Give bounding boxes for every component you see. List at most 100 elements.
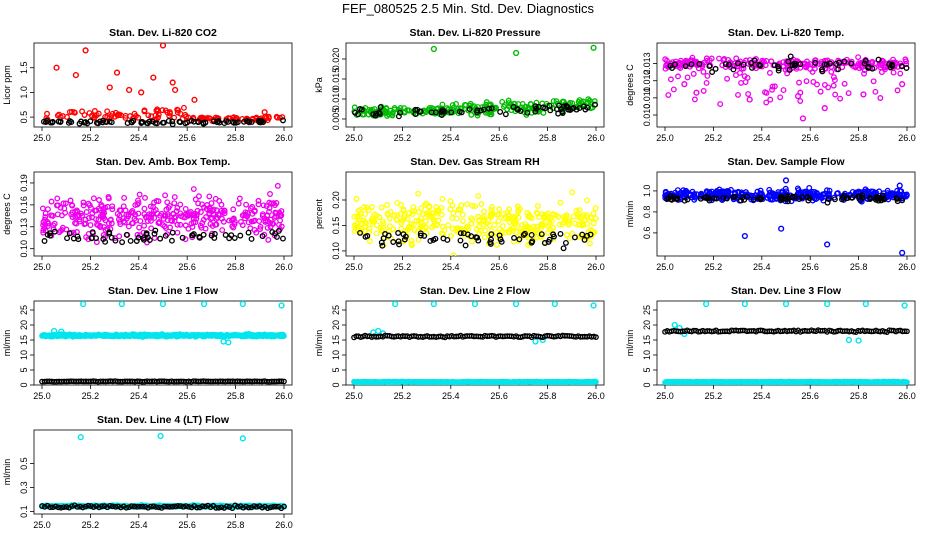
data-point (273, 234, 280, 240)
data-point (152, 206, 159, 213)
data-point (845, 90, 852, 97)
data-point (510, 213, 517, 220)
data-point (408, 221, 415, 227)
data-point (47, 504, 54, 511)
data-point (532, 103, 539, 110)
data-point (119, 239, 126, 246)
y-tick-label: 0.010 (642, 104, 652, 127)
data-point (833, 60, 840, 67)
data-point (117, 207, 124, 214)
data-point (151, 214, 158, 221)
data-point (230, 206, 237, 213)
data-point (272, 213, 279, 220)
data-point (489, 204, 495, 210)
data-point (786, 66, 793, 73)
data-point (903, 58, 909, 65)
data-point (358, 220, 365, 227)
x-tick-label: 25.2 (82, 133, 100, 143)
data-point (196, 193, 202, 200)
data-point (481, 221, 487, 228)
x-tick-label: 25.2 (705, 391, 723, 401)
data-point (430, 237, 437, 243)
data-point (795, 189, 802, 196)
data-point (563, 102, 570, 109)
data-point (390, 239, 397, 245)
outlier-point (126, 86, 133, 94)
data-point (270, 504, 276, 510)
data-point (224, 503, 230, 510)
data-point (98, 503, 105, 510)
data-point (878, 195, 885, 202)
data-point (153, 198, 160, 204)
data-point (734, 60, 741, 67)
series-black (351, 332, 599, 341)
data-point (206, 193, 213, 200)
data-point (880, 58, 887, 65)
data-point (57, 227, 64, 234)
x-tick-label: 25.2 (394, 133, 412, 143)
data-point (169, 503, 176, 510)
outlier-point (50, 327, 58, 335)
outlier-point (261, 109, 268, 116)
data-point (444, 237, 451, 243)
data-point (69, 503, 75, 510)
outlier-point (899, 81, 906, 88)
data-point (689, 54, 696, 61)
x-tick-label: 25.8 (539, 391, 557, 401)
data-point (145, 112, 152, 119)
data-point (859, 192, 866, 198)
data-point (855, 60, 862, 67)
data-point (277, 217, 284, 224)
data-point (109, 503, 116, 510)
data-point (169, 121, 176, 127)
data-point (875, 56, 882, 63)
points-layer (351, 189, 599, 256)
data-point (703, 80, 710, 86)
x-tick-label: 26.0 (275, 262, 293, 272)
x-tick-label: 25.6 (801, 262, 819, 272)
chart-panel-3: Stan. Dev. Li-820 Temp. 25.0 25.2 25.4 25.6 2… (625, 27, 916, 143)
y-tick-label: 0 (19, 382, 29, 387)
data-point (63, 504, 70, 510)
data-point (147, 503, 154, 510)
data-point (41, 504, 48, 510)
data-point (533, 209, 540, 216)
data-point (251, 217, 258, 224)
data-point (168, 217, 175, 224)
data-point (68, 119, 75, 126)
data-point (806, 184, 813, 191)
page-title: FEF_080525 2.5 Min. Std. Dev. Diagnostic… (342, 1, 594, 16)
data-point (511, 100, 518, 107)
outlier-point (278, 302, 285, 309)
outlier-point (82, 47, 89, 54)
data-point (195, 118, 202, 125)
data-point (72, 208, 79, 215)
chart-panel-9: Stan. Dev. Line 3 Flow 25.0 25.2 25.4 25.6 25… (625, 285, 916, 401)
outlier-point (676, 324, 683, 332)
y-tick-label: 0.1 (19, 505, 29, 518)
data-point (366, 225, 373, 232)
data-point (162, 107, 169, 114)
data-point (431, 222, 438, 229)
outlier-point (430, 301, 437, 308)
data-point (281, 333, 287, 340)
data-point (231, 221, 238, 228)
data-point (495, 218, 502, 225)
points-layer (40, 43, 286, 127)
y-axis-label: Licor ppm (2, 65, 12, 105)
data-point (182, 111, 189, 118)
data-point (422, 217, 429, 224)
data-point (84, 120, 91, 127)
data-point (105, 195, 112, 202)
data-point (893, 195, 900, 202)
outlier-point (58, 328, 65, 335)
data-point (274, 182, 281, 189)
data-point (211, 230, 218, 237)
data-point (148, 214, 155, 221)
outlier-point (741, 301, 748, 308)
data-point (505, 228, 512, 235)
x-tick-label: 25.0 (33, 262, 51, 272)
data-point (355, 223, 361, 230)
data-point (206, 205, 213, 212)
outlier-point (513, 301, 520, 308)
